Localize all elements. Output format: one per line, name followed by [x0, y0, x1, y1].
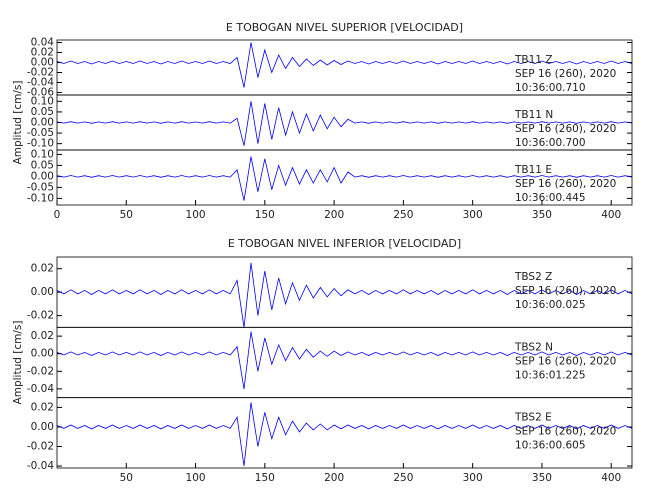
- y-tick-label: -0.02: [27, 365, 54, 377]
- y-tick-label: 0.02: [31, 47, 54, 59]
- waveform: [56, 331, 633, 389]
- y-tick-label: -0.06: [27, 87, 54, 99]
- x-tick-label: 400: [601, 209, 621, 221]
- x-tick-label: 200: [324, 209, 344, 221]
- y-tick-label: -0.05: [27, 181, 54, 193]
- y-tick-label: -0.02: [27, 441, 54, 453]
- trace-date: SEP 16 (260), 2020: [515, 285, 616, 297]
- trace-time: 10:36:01.225: [515, 369, 586, 381]
- x-tick-label: 150: [255, 209, 275, 221]
- x-tick-label: 250: [393, 472, 413, 484]
- trace-name: TBS2 Z: [514, 271, 552, 283]
- waveform: [56, 101, 633, 146]
- panel-frame: [56, 149, 633, 206]
- y-tick-label: -0.04: [27, 460, 54, 472]
- trace-time: 10:36:00.445: [515, 192, 586, 204]
- trace-time: 10:36:00.700: [515, 137, 586, 149]
- y-tick-label: 0.00: [31, 348, 54, 360]
- y-tick-label: -0.10: [27, 138, 54, 150]
- y-axis-label: Amplitud [cm/s]: [12, 81, 24, 165]
- x-tick-label: 300: [463, 209, 483, 221]
- y-tick-label: 0.10: [31, 148, 54, 160]
- waveform: [56, 156, 633, 201]
- x-tick-label: 50: [120, 209, 133, 221]
- trace-date: SEP 16 (260), 2020: [515, 68, 616, 80]
- y-tick-label: 0.00: [31, 286, 54, 298]
- y-axis-label: Amplitud [cm/s]: [12, 321, 24, 405]
- y-tick-label: -0.02: [27, 67, 54, 79]
- y-tick-label: -0.10: [27, 192, 54, 204]
- y-tick-label: 0.02: [31, 401, 54, 413]
- x-tick-label: 100: [186, 209, 206, 221]
- y-tick-label: 0.04: [31, 37, 55, 49]
- trace-name: TB11 Z: [514, 54, 553, 66]
- y-tick-label: -0.05: [27, 127, 54, 139]
- trace-date: SEP 16 (260), 2020: [515, 178, 616, 190]
- trace-time: 10:36:00.605: [515, 440, 586, 452]
- trace-time: 10:36:00.710: [515, 82, 586, 94]
- y-tick-label: 0.00: [31, 421, 54, 433]
- y-tick-label: 0.05: [31, 159, 54, 171]
- x-tick-label: 250: [393, 209, 413, 221]
- y-tick-label: 0.00: [31, 170, 54, 182]
- y-tick-label: 0.00: [31, 117, 54, 129]
- waveform: [56, 262, 633, 328]
- trace-name: TBS2 E: [514, 412, 552, 424]
- waveform: [56, 402, 633, 467]
- y-tick-label: -0.04: [27, 383, 54, 395]
- x-tick-label: 50: [120, 472, 133, 484]
- y-tick-label: 0.10: [31, 95, 54, 107]
- y-tick-label: 0.00: [31, 57, 54, 69]
- x-tick-label: 200: [324, 472, 344, 484]
- x-tick-label: 0: [54, 209, 61, 221]
- panel-frame: [56, 397, 633, 469]
- y-tick-label: -0.04: [27, 77, 54, 89]
- trace-name: TB11 E: [514, 164, 552, 176]
- x-tick-label: 400: [601, 472, 621, 484]
- x-tick-label: 150: [255, 472, 275, 484]
- trace-time: 10:36:00.025: [515, 299, 586, 311]
- y-tick-label: 0.02: [31, 330, 54, 342]
- y-tick-label: 0.05: [31, 106, 54, 118]
- x-tick-label: 300: [463, 472, 483, 484]
- x-tick-label: 100: [186, 472, 206, 484]
- waveform: [56, 42, 633, 88]
- x-tick-label: 350: [532, 472, 552, 484]
- y-tick-label: 0.02: [31, 263, 54, 275]
- trace-date: SEP 16 (260), 2020: [515, 123, 616, 135]
- chart-title: E TOBOGAN NIVEL INFERIOR [VELOCIDAD]: [228, 237, 461, 250]
- trace-name: TB11 N: [514, 109, 553, 121]
- y-tick-label: -0.02: [27, 310, 54, 322]
- chart-title: E TOBOGAN NIVEL SUPERIOR [VELOCIDAD]: [226, 21, 463, 34]
- trace-name: TBS2 N: [514, 341, 553, 353]
- trace-date: SEP 16 (260), 2020: [515, 355, 616, 367]
- x-tick-label: 350: [532, 209, 552, 221]
- trace-date: SEP 16 (260), 2020: [515, 426, 616, 438]
